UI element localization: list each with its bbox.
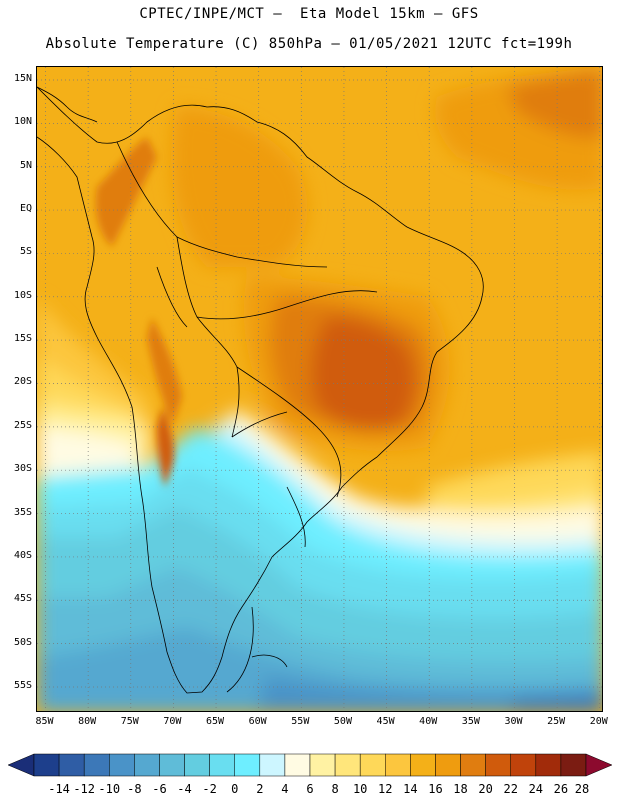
lat-label: 15S: [13, 333, 32, 345]
colorbar-swatch: [159, 753, 185, 777]
lat-label: 35S: [13, 506, 32, 518]
south-america-coast: [37, 86, 484, 694]
colorbar-label: -6: [152, 782, 167, 796]
colorbar-swatch: [410, 753, 436, 777]
colorbar-min-arrow: [8, 753, 35, 777]
colorbar-label: 4: [281, 782, 289, 796]
tierra-del-fuego: [226, 606, 254, 693]
colorbar-swatch: [359, 753, 386, 777]
lon-label: 60W: [248, 716, 267, 727]
colorbar-swatch: [460, 753, 486, 777]
colorbar-label: 28: [574, 782, 590, 796]
colorbar-label: 26: [553, 782, 569, 796]
lon-label: 85W: [35, 716, 54, 727]
lat-label: 10N: [13, 116, 32, 128]
lon-label: 50W: [333, 716, 352, 727]
lon-label: 20W: [589, 716, 608, 727]
country-border: [231, 411, 288, 438]
colorbar-swatch: [510, 753, 537, 777]
lat-lon-grid: [37, 67, 602, 711]
colorbar-swatch: [234, 753, 261, 777]
colorbar-swatch: [385, 753, 411, 777]
country-border: [196, 290, 378, 320]
colorbar-swatches: [8, 753, 612, 777]
colorbar-swatch: [535, 753, 562, 777]
colorbar-swatch: [334, 753, 361, 777]
colorbar-swatch: [83, 753, 110, 777]
colorbar-label: -8: [127, 782, 142, 796]
lat-label: 40S: [13, 549, 32, 561]
lat-label: 30S: [13, 463, 32, 475]
title-line-2: Absolute Temperature (C) 850hPa – 01/05/…: [45, 36, 573, 52]
colorbar-label: 2: [256, 782, 264, 796]
colorbar-swatch: [560, 753, 587, 777]
colorbar-label: 10: [352, 782, 368, 796]
lon-label: 70W: [163, 716, 182, 727]
colorbar-swatch: [33, 753, 60, 777]
country-border: [236, 366, 342, 498]
colorbar-label: 20: [478, 782, 493, 796]
colorbar-swatch: [485, 753, 511, 777]
lon-label: 65W: [206, 716, 225, 727]
lon-label: 55W: [291, 716, 310, 727]
colorbar-label: 24: [528, 782, 544, 796]
title-line-1: CPTEC/INPE/MCT – Eta Model 15km – GFS: [139, 6, 479, 22]
colorbar-label: 18: [453, 782, 468, 796]
colorbar-swatch: [109, 753, 135, 777]
colorbar-swatch: [184, 753, 210, 777]
colorbar-swatch: [435, 753, 461, 777]
lon-label: 45W: [376, 716, 395, 727]
lat-label: 10S: [13, 289, 32, 301]
lat-label: 15N: [13, 73, 32, 84]
coastlines: [37, 86, 484, 694]
colorbar-label: -14: [48, 782, 70, 796]
country-border: [156, 266, 188, 328]
colorbar-label: 16: [428, 782, 443, 796]
lat-label: 45S: [13, 593, 32, 605]
country-border: [116, 141, 328, 268]
colorbar-label: 6: [306, 782, 314, 796]
colorbar-max-arrow: [585, 753, 612, 777]
colorbar-label: 12: [378, 782, 393, 796]
lon-label: 25W: [547, 716, 566, 727]
country-border: [176, 236, 240, 438]
lon-label: 35W: [461, 716, 480, 727]
colorbar-label: 14: [403, 782, 418, 796]
colorbar-swatch: [309, 753, 336, 777]
lat-label: EQ: [19, 203, 32, 215]
colorbar-label: 0: [231, 782, 239, 796]
falkland-islands: [251, 654, 288, 668]
colorbar-label: -12: [73, 782, 96, 796]
colorbar-label: -4: [177, 782, 192, 796]
lat-label: 50S: [13, 636, 32, 648]
lon-label: 40W: [419, 716, 438, 727]
map-canvas: [37, 67, 602, 711]
lat-label: 25S: [13, 419, 32, 431]
colorbar-label: -2: [202, 782, 217, 796]
colorbar-swatch: [58, 753, 85, 777]
lat-label: 55S: [13, 679, 32, 691]
temperature-field: [37, 67, 602, 711]
colorbar-label: -10: [98, 782, 121, 796]
colorbar-swatch: [284, 753, 311, 777]
colorbar-swatch: [134, 753, 160, 777]
lon-label: 30W: [504, 716, 523, 727]
lat-label: 20S: [13, 376, 32, 388]
lon-label: 75W: [120, 716, 139, 727]
temperature-map[interactable]: [36, 66, 603, 712]
lon-label: 80W: [78, 716, 97, 727]
colorbar-swatch: [259, 753, 286, 777]
colorbar-label: 22: [503, 782, 518, 796]
colorbar-label: 8: [331, 782, 339, 796]
lat-label: 5N: [19, 159, 32, 171]
lat-label: 5S: [19, 246, 32, 258]
country-border: [286, 486, 306, 548]
colorbar-swatch: [209, 753, 235, 777]
